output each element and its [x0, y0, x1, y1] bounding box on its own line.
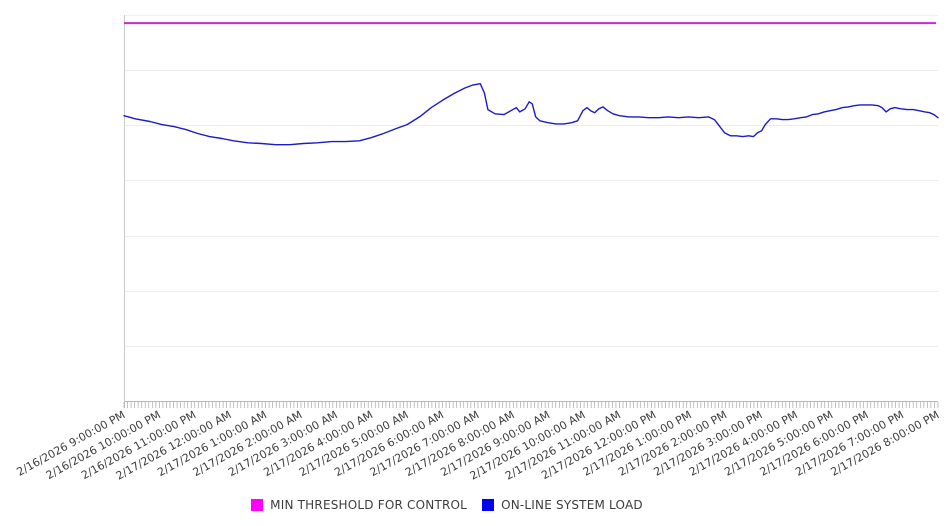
legend-swatch-min-threshold	[251, 499, 264, 511]
legend-item-online-system-load: ON-LINE SYSTEM LOAD	[482, 498, 643, 512]
chart-legend: MIN THRESHOLD FOR CONTROL ON-LINE SYSTEM…	[0, 494, 946, 516]
legend-label-min-threshold: MIN THRESHOLD FOR CONTROL	[270, 498, 468, 512]
legend-item-min-threshold: MIN THRESHOLD FOR CONTROL	[251, 498, 467, 512]
load-line	[123, 83, 939, 146]
legend-label-online-system-load: ON-LINE SYSTEM LOAD	[501, 498, 643, 512]
legend-swatch-online-system-load	[482, 499, 495, 511]
